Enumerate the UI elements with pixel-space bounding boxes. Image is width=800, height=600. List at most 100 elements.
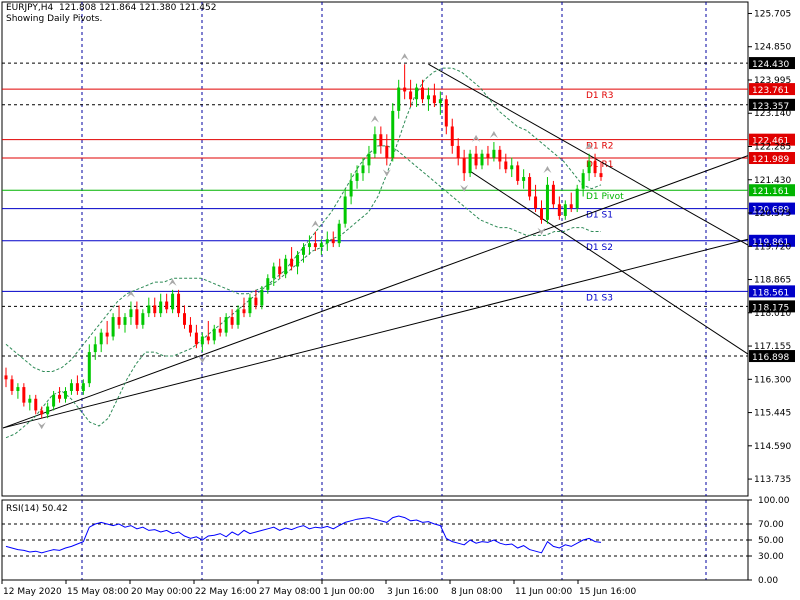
- fractal-up-marker: [311, 220, 320, 228]
- pivot-label: D1 R1: [586, 160, 614, 170]
- candle-body: [52, 394, 56, 407]
- pivot-value: 122.461: [752, 137, 789, 147]
- candle-body: [28, 398, 32, 403]
- candle: [474, 145, 478, 170]
- candle-body: [456, 145, 460, 158]
- dashed-level-value: 118.175: [752, 303, 789, 313]
- candle: [307, 235, 311, 255]
- price-tick-label: 123.995: [754, 76, 791, 86]
- rsi-tick-label: 100.00: [758, 496, 790, 506]
- candle-body: [58, 394, 62, 399]
- candle-body: [296, 254, 300, 267]
- candle-body: [486, 153, 490, 158]
- candle-body: [599, 173, 603, 178]
- candle-body: [10, 379, 14, 391]
- candle: [504, 153, 508, 174]
- candle-body: [153, 305, 157, 314]
- candle: [165, 293, 169, 314]
- candle-body: [569, 204, 573, 209]
- candle: [171, 289, 175, 314]
- candle: [486, 145, 490, 166]
- time-tick-label: 20 May 00:00: [131, 587, 193, 597]
- candle-body: [349, 180, 353, 197]
- candle-body: [123, 317, 127, 325]
- pivot-value: 123.761: [752, 86, 789, 96]
- candle: [272, 262, 276, 286]
- candle-body: [551, 184, 555, 205]
- candle-body: [93, 344, 97, 353]
- candle: [188, 317, 192, 337]
- candle-body: [450, 126, 454, 146]
- candle: [34, 394, 38, 415]
- candle: [302, 243, 305, 263]
- rsi-indicator-label: RSI(14) 50.42: [6, 504, 68, 514]
- candle: [212, 324, 216, 345]
- candle-body: [111, 317, 115, 337]
- candle: [581, 169, 585, 197]
- dashed-level-value: 124.430: [752, 60, 789, 70]
- candle-body: [540, 208, 543, 220]
- candle-body: [355, 173, 359, 181]
- pivot-label: D1 R2: [586, 142, 614, 152]
- price-tick-label: 120.575: [754, 209, 791, 219]
- candle: [409, 79, 413, 108]
- pivot-label: D1 S3: [586, 293, 613, 303]
- candle-body: [522, 177, 526, 181]
- candle-body: [343, 196, 347, 224]
- candle: [153, 297, 157, 318]
- price-tick-label: 117.155: [754, 342, 791, 352]
- candle: [349, 173, 353, 205]
- pivot-value: 121.161: [752, 187, 789, 197]
- candle-body: [492, 149, 496, 158]
- candle: [64, 387, 67, 403]
- candle-body: [230, 317, 234, 325]
- pivot-label: D1 S1: [586, 211, 613, 221]
- candle-body: [236, 309, 240, 325]
- candle: [254, 289, 258, 310]
- candle-body: [87, 352, 91, 384]
- candle-body: [206, 336, 210, 341]
- candle: [69, 379, 73, 395]
- time-tick-label: 12 May 2020: [3, 587, 62, 597]
- candle: [22, 383, 26, 407]
- candle-body: [188, 324, 192, 333]
- candle-body: [75, 383, 79, 391]
- candle-body: [16, 387, 20, 391]
- fractal-down-marker: [198, 356, 207, 364]
- candle-body: [64, 390, 67, 399]
- candle: [367, 145, 371, 174]
- candle: [379, 126, 383, 154]
- candle: [141, 309, 145, 329]
- candle: [403, 64, 407, 100]
- dashed-level-box: [749, 300, 795, 313]
- chart-header-symbol: EURJPY,H4 121.808 121.864 121.380 121.45…: [6, 3, 216, 13]
- candle: [129, 301, 133, 325]
- candle: [147, 297, 151, 318]
- pivot-value-box: [749, 152, 795, 165]
- candle-body: [373, 134, 377, 154]
- ohlc-values: 121.808 121.864 121.380 121.452: [59, 3, 217, 13]
- rsi-line: [5, 515, 602, 554]
- candle: [99, 328, 103, 353]
- candle-body: [302, 247, 305, 255]
- candle-body: [409, 91, 413, 100]
- candle-body: [171, 293, 175, 310]
- candle: [248, 293, 252, 318]
- candle-body: [367, 153, 371, 166]
- candle: [236, 305, 240, 329]
- candle: [421, 79, 424, 104]
- candle: [200, 332, 204, 353]
- time-axis: 12 May 2020 15 May 08:00 20 May 00:00 22 Ma…: [1, 580, 636, 597]
- dashed-level-value: 116.898: [752, 353, 789, 363]
- candle-body: [331, 239, 335, 244]
- candle-body: [516, 165, 520, 181]
- candle: [361, 157, 365, 181]
- candle-body: [593, 161, 597, 174]
- candle-body: [575, 188, 579, 209]
- candle-body: [510, 165, 514, 170]
- candle-body: [46, 406, 50, 415]
- candle-body: [462, 157, 466, 174]
- fractal-down-marker: [382, 169, 391, 177]
- price-tick-label: 124.850: [754, 43, 791, 53]
